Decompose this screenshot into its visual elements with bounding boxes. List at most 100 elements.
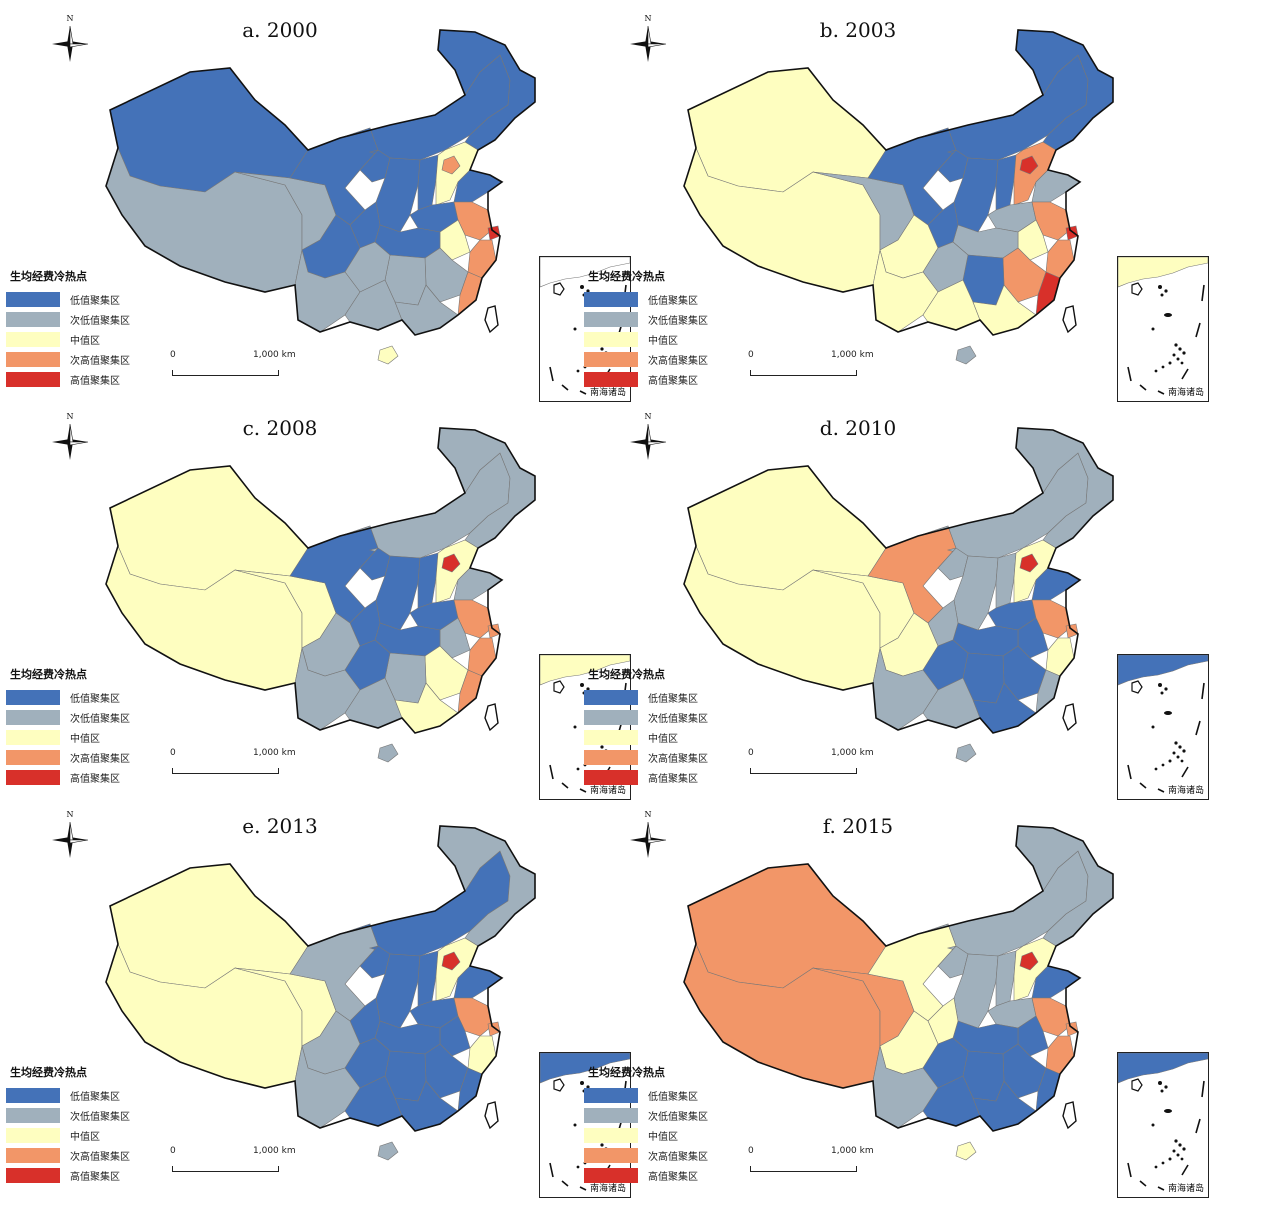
- inset-label: 南海诸岛: [1167, 1184, 1204, 1194]
- inset-mainland: [1118, 257, 1208, 288]
- map-panel-3: c. 2008 N 生均经费冷热点 低值聚集区 次低值聚集区 中值区 次高值聚集区 高值…: [0, 398, 631, 800]
- north-arrow-icon: N: [50, 14, 90, 64]
- legend-label: 中值区: [648, 1131, 678, 1143]
- inset-mainland: [1118, 655, 1208, 686]
- north-label: N: [66, 14, 74, 23]
- legend-swatch: [584, 311, 638, 327]
- north-label: N: [66, 810, 74, 819]
- legend-label: 低值聚集区: [70, 693, 120, 705]
- region-taiwan: [484, 1101, 499, 1130]
- legend: 生均经费冷热点 低值聚集区 次低值聚集区 中值区 次高值聚集区 高值聚集区: [6, 666, 166, 787]
- legend-item: 次低值聚集区: [6, 1105, 166, 1125]
- legend-label: 低值聚集区: [70, 1091, 120, 1103]
- region-shanghai: [1065, 623, 1079, 639]
- legend-item: 中值区: [6, 329, 166, 349]
- south-china-sea-inset: 南海诸岛: [1117, 654, 1209, 800]
- legend-label: 次高值聚集区: [648, 753, 708, 765]
- legend-swatch: [6, 749, 60, 765]
- legend-title: 生均经费冷热点: [10, 668, 87, 681]
- inset-label: 南海诸岛: [589, 1184, 626, 1194]
- legend-item: 低值聚集区: [6, 289, 166, 309]
- region-zhejiang: [467, 1035, 497, 1075]
- national-boundary: [683, 427, 1114, 734]
- legend-label: 次低值聚集区: [70, 713, 130, 725]
- panel-title: a. 2000: [242, 18, 318, 42]
- legend-label: 高值聚集区: [70, 773, 120, 785]
- region-taiwan: [1062, 703, 1077, 732]
- legend-label: 高值聚集区: [648, 1171, 698, 1183]
- scale-bar: 0 1,000 km: [170, 1146, 330, 1176]
- north-arrow-icon: N: [628, 14, 668, 64]
- scale-end-label: 1,000 km: [831, 1146, 874, 1156]
- legend-items: 低值聚集区 次低值聚集区 中值区 次高值聚集区 高值聚集区: [584, 289, 744, 389]
- scale-end-label: 1,000 km: [831, 748, 874, 758]
- region-xinjiang: [109, 465, 309, 591]
- legend-label: 低值聚集区: [648, 295, 698, 307]
- legend-swatch: [6, 1167, 60, 1183]
- legend-item: 低值聚集区: [584, 289, 744, 309]
- national-boundary: [105, 825, 536, 1132]
- legend-label: 次低值聚集区: [70, 1111, 130, 1123]
- legend-swatch: [584, 331, 638, 347]
- legend-item: 次低值聚集区: [584, 309, 744, 329]
- national-boundary: [683, 825, 1114, 1132]
- legend-items: 低值聚集区 次低值聚集区 中值区 次高值聚集区 高值聚集区: [6, 289, 166, 389]
- legend-item: 低值聚集区: [584, 687, 744, 707]
- national-boundary: [683, 29, 1114, 336]
- legend-title: 生均经费冷热点: [588, 270, 665, 283]
- region-beijing: [1019, 553, 1039, 573]
- region-beijing: [441, 951, 461, 971]
- legend-title: 生均经费冷热点: [10, 1066, 87, 1079]
- legend-label: 高值聚集区: [648, 375, 698, 387]
- map-panel-5: e. 2013 N 生均经费冷热点 低值聚集区 次低值聚集区 中值区 次高值聚集区 高值…: [0, 796, 631, 1198]
- south-china-sea-inset: 南海诸岛: [1117, 1052, 1209, 1198]
- scale-bar: 0 1,000 km: [170, 748, 330, 778]
- north-label: N: [644, 810, 652, 819]
- inset-mainland: [540, 655, 630, 686]
- legend-label: 次高值聚集区: [70, 753, 130, 765]
- scale-line: [172, 768, 279, 774]
- scale-start-label: 0: [170, 748, 176, 758]
- region-taiwan: [1062, 305, 1077, 334]
- legend-label: 高值聚集区: [70, 1171, 120, 1183]
- scale-line: [750, 1166, 857, 1172]
- north-arrow-icon: N: [628, 412, 668, 462]
- legend-item: 中值区: [584, 1125, 744, 1145]
- legend-label: 次低值聚集区: [648, 315, 708, 327]
- legend-item: 高值聚集区: [6, 767, 166, 787]
- legend-label: 次高值聚集区: [648, 355, 708, 367]
- legend-item: 次低值聚集区: [584, 707, 744, 727]
- legend-swatch: [584, 769, 638, 785]
- legend-swatch: [584, 709, 638, 725]
- inset-label: 南海诸岛: [1167, 786, 1204, 796]
- legend-item: 低值聚集区: [6, 687, 166, 707]
- scale-line: [172, 1166, 279, 1172]
- north-arrow-icon: N: [50, 810, 90, 860]
- legend-swatch: [6, 1087, 60, 1103]
- region-shanghai: [487, 1021, 501, 1037]
- region-zhejiang: [1045, 239, 1075, 279]
- china-map: [105, 825, 536, 1161]
- legend-swatch: [6, 311, 60, 327]
- legend-item: 高值聚集区: [584, 369, 744, 389]
- legend-swatch: [584, 371, 638, 387]
- legend-swatch: [6, 1147, 60, 1163]
- scale-start-label: 0: [748, 1146, 754, 1156]
- legend-item: 低值聚集区: [584, 1085, 744, 1105]
- legend: 生均经费冷热点 低值聚集区 次低值聚集区 中值区 次高值聚集区 高值聚集区: [584, 666, 744, 787]
- inset-label: 南海诸岛: [589, 786, 626, 796]
- legend-swatch: [6, 689, 60, 705]
- legend-swatch: [6, 351, 60, 367]
- legend-label: 次高值聚集区: [70, 355, 130, 367]
- legend-item: 高值聚集区: [584, 1165, 744, 1185]
- china-map: [683, 427, 1114, 763]
- region-shanghai: [487, 623, 501, 639]
- scale-line: [750, 768, 857, 774]
- scale-start-label: 0: [170, 1146, 176, 1156]
- legend-item: 次低值聚集区: [6, 707, 166, 727]
- region-zhejiang: [1045, 1035, 1075, 1075]
- scale-line: [172, 370, 279, 376]
- legend-label: 低值聚集区: [70, 295, 120, 307]
- national-boundary: [105, 29, 536, 336]
- region-shanxi: [417, 552, 439, 609]
